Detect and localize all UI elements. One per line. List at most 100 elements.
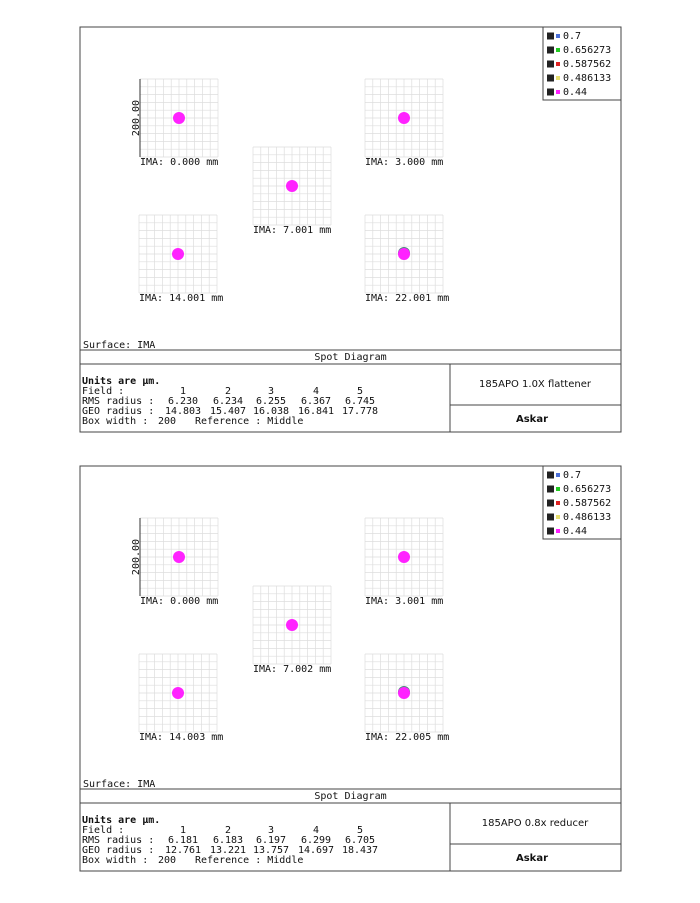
legend-checkbox <box>547 527 554 535</box>
reference-label: Reference : Middle <box>195 416 303 427</box>
panel-border <box>79 26 622 433</box>
table-cell: 6.197 <box>256 835 286 846</box>
legend-label: 0.486133 <box>563 73 611 84</box>
table-cell: 14.803 <box>165 406 201 417</box>
legend-checkbox <box>547 74 554 82</box>
table-cell: 200 <box>158 855 176 866</box>
legend-label: 0.44 <box>563 87 587 98</box>
table-cell: 1 <box>180 386 186 397</box>
spot <box>172 248 184 260</box>
table-cell: 5 <box>357 825 363 836</box>
field-label: IMA: 7.001 mm <box>253 225 331 236</box>
table-cell: 6.705 <box>345 835 375 846</box>
legend-checkbox <box>547 60 554 68</box>
table-cell: 18.437 <box>342 845 378 856</box>
spot <box>173 112 185 124</box>
table-cell: 6.367 <box>301 396 331 407</box>
table-cell: 16.841 <box>298 406 334 417</box>
table-cell: 15.407 <box>210 406 246 417</box>
legend-checkbox <box>547 471 554 479</box>
table-cell: 4 <box>313 825 319 836</box>
spot <box>398 112 410 124</box>
spot-diagram-panel: 0.7 0.656273 0.587562 0.486133 0.44 IMA: 0.00… <box>79 26 622 433</box>
product-name: 185APO 0.8x reducer <box>482 818 589 829</box>
field-label: IMA: 22.001 mm <box>365 293 449 304</box>
legend-swatch <box>556 529 560 533</box>
spot <box>173 551 185 563</box>
title: Spot Diagram <box>314 791 386 802</box>
table-cell: 4 <box>313 386 319 397</box>
legend-label: 0.7 <box>563 31 581 42</box>
table-cell: 2 <box>225 825 231 836</box>
legend-checkbox <box>547 499 554 507</box>
legend-swatch <box>556 76 560 80</box>
table-cell: 6.745 <box>345 396 375 407</box>
spot <box>398 248 410 260</box>
table-cell: 12.761 <box>165 845 201 856</box>
table-cell: 1 <box>180 825 186 836</box>
legend-swatch <box>556 515 560 519</box>
axis-label: 200.00 <box>131 539 142 575</box>
table-cell: 14.697 <box>298 845 334 856</box>
spot <box>398 687 410 699</box>
row-label: Box width : <box>82 416 148 427</box>
legend-swatch <box>556 34 560 38</box>
table-cell: 3 <box>268 386 274 397</box>
legend-checkbox <box>547 32 554 40</box>
row-label: GEO radius : <box>82 845 154 856</box>
legend-label: 0.656273 <box>563 45 611 56</box>
surface-label: Surface: IMA <box>83 340 155 351</box>
row-label: Field : <box>82 825 124 836</box>
table-cell: 6.230 <box>168 396 198 407</box>
table-cell: 6.181 <box>168 835 198 846</box>
legend-label: 0.44 <box>563 526 587 537</box>
row-label: RMS radius : <box>82 835 154 846</box>
legend-checkbox <box>547 88 554 96</box>
reference-label: Reference : Middle <box>195 855 303 866</box>
field-label: IMA: 0.000 mm <box>140 157 218 168</box>
legend-swatch <box>556 473 560 477</box>
row-label: GEO radius : <box>82 406 154 417</box>
legend-box <box>542 465 622 540</box>
surface-label: Surface: IMA <box>83 779 155 790</box>
legend-swatch <box>556 48 560 52</box>
legend-checkbox <box>547 485 554 493</box>
legend-label: 0.587562 <box>563 59 611 70</box>
field-label: IMA: 14.001 mm <box>139 293 223 304</box>
table-cell: 200 <box>158 416 176 427</box>
legend-swatch <box>556 90 560 94</box>
spot <box>398 551 410 563</box>
row-label: Field : <box>82 386 124 397</box>
table-cell: 13.757 <box>253 845 289 856</box>
legend-swatch <box>556 501 560 505</box>
legend-label: 0.587562 <box>563 498 611 509</box>
units-label: Units are µm. <box>82 375 160 387</box>
table-cell: 6.299 <box>301 835 331 846</box>
spot <box>172 687 184 699</box>
table-cell: 6.255 <box>256 396 286 407</box>
legend-checkbox <box>547 513 554 521</box>
brand: Askar <box>516 853 548 864</box>
table-cell: 6.183 <box>213 835 243 846</box>
table-cell: 3 <box>268 825 274 836</box>
title: Spot Diagram <box>314 352 386 363</box>
field-label: IMA: 7.002 mm <box>253 664 331 675</box>
units-label: Units are µm. <box>82 814 160 826</box>
spot <box>286 180 298 192</box>
brand: Askar <box>516 414 548 425</box>
row-label: RMS radius : <box>82 396 154 407</box>
legend-swatch <box>556 62 560 66</box>
legend-label: 0.486133 <box>563 512 611 523</box>
table-cell: 17.778 <box>342 406 378 417</box>
table-cell: 6.234 <box>213 396 243 407</box>
legend-swatch <box>556 487 560 491</box>
table-cell: 2 <box>225 386 231 397</box>
field-label: IMA: 22.005 mm <box>365 732 449 743</box>
legend-label: 0.7 <box>563 470 581 481</box>
spot-diagram-panel: 0.7 0.656273 0.587562 0.486133 0.44 IMA: 0.00… <box>79 465 622 872</box>
table-cell: 5 <box>357 386 363 397</box>
field-label: IMA: 14.003 mm <box>139 732 223 743</box>
legend-checkbox <box>547 46 554 54</box>
field-label: IMA: 3.001 mm <box>365 596 443 607</box>
field-label: IMA: 3.000 mm <box>365 157 443 168</box>
